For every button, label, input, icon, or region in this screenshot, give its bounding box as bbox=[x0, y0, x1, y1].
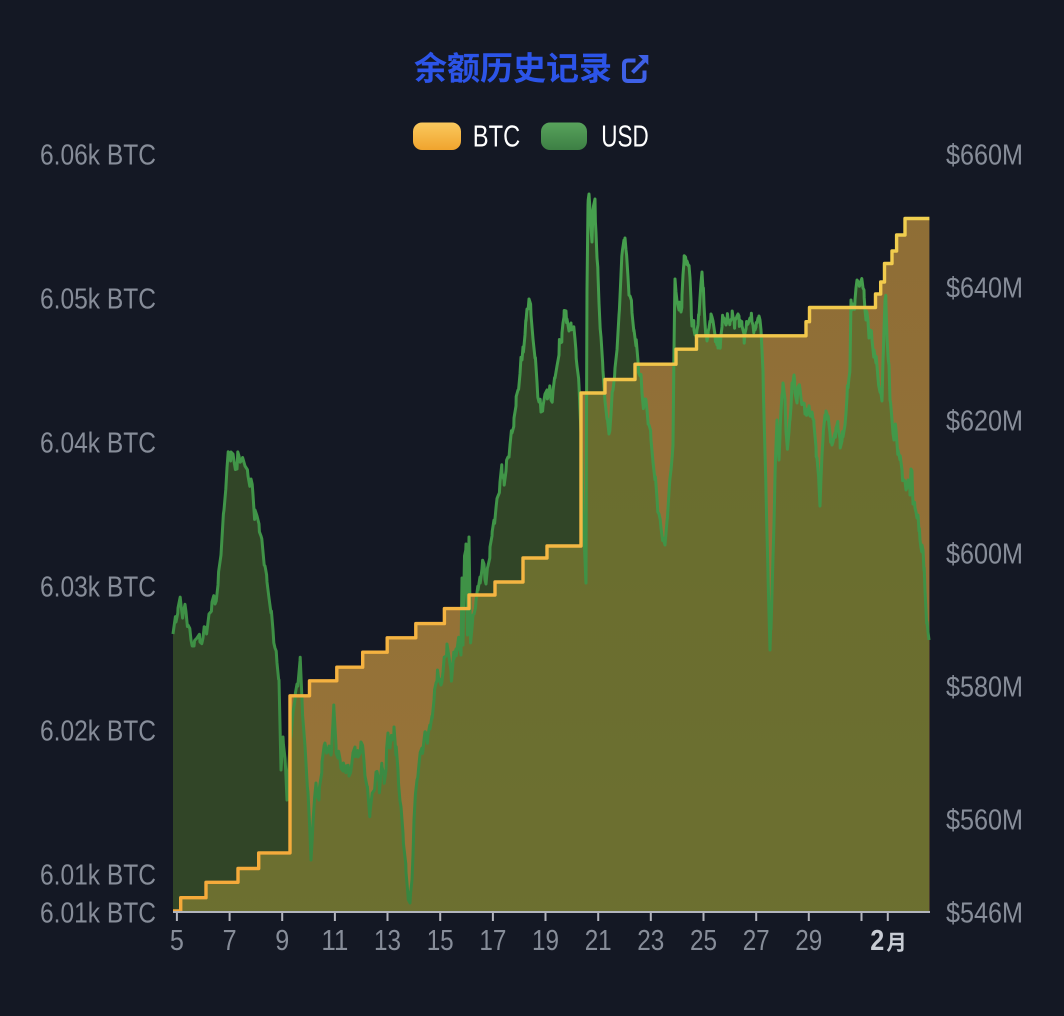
svg-text:25: 25 bbox=[690, 925, 717, 957]
svg-text:13: 13 bbox=[374, 925, 401, 957]
svg-text:11: 11 bbox=[321, 925, 348, 957]
svg-text:$640M: $640M bbox=[946, 273, 1023, 305]
svg-text:21: 21 bbox=[585, 925, 612, 957]
svg-text:6.01k BTC: 6.01k BTC bbox=[40, 860, 156, 892]
svg-text:19: 19 bbox=[532, 925, 559, 957]
svg-text:$580M: $580M bbox=[946, 672, 1023, 704]
svg-text:$660M: $660M bbox=[946, 140, 1023, 172]
svg-text:6.03k BTC: 6.03k BTC bbox=[40, 572, 156, 604]
svg-text:BTC: BTC bbox=[473, 119, 520, 154]
svg-text:2: 2 bbox=[870, 925, 884, 957]
svg-text:17: 17 bbox=[479, 925, 506, 957]
svg-text:6.06k BTC: 6.06k BTC bbox=[40, 140, 156, 172]
svg-text:$560M: $560M bbox=[946, 805, 1023, 837]
svg-text:29: 29 bbox=[795, 925, 822, 957]
svg-text:7: 7 bbox=[223, 925, 237, 957]
svg-text:$546M: $546M bbox=[946, 898, 1023, 930]
svg-text:$600M: $600M bbox=[946, 539, 1023, 571]
svg-text:23: 23 bbox=[637, 925, 664, 957]
svg-text:$620M: $620M bbox=[946, 406, 1023, 438]
svg-text:27: 27 bbox=[743, 925, 770, 957]
svg-text:USD: USD bbox=[601, 119, 648, 154]
svg-text:5: 5 bbox=[170, 925, 184, 957]
svg-text:15: 15 bbox=[427, 925, 454, 957]
svg-text:6.01k BTC: 6.01k BTC bbox=[40, 898, 156, 930]
svg-text:6.05k BTC: 6.05k BTC bbox=[40, 284, 156, 316]
svg-text:6.02k BTC: 6.02k BTC bbox=[40, 716, 156, 748]
svg-text:6.04k BTC: 6.04k BTC bbox=[40, 428, 156, 460]
svg-text:9: 9 bbox=[275, 925, 289, 957]
